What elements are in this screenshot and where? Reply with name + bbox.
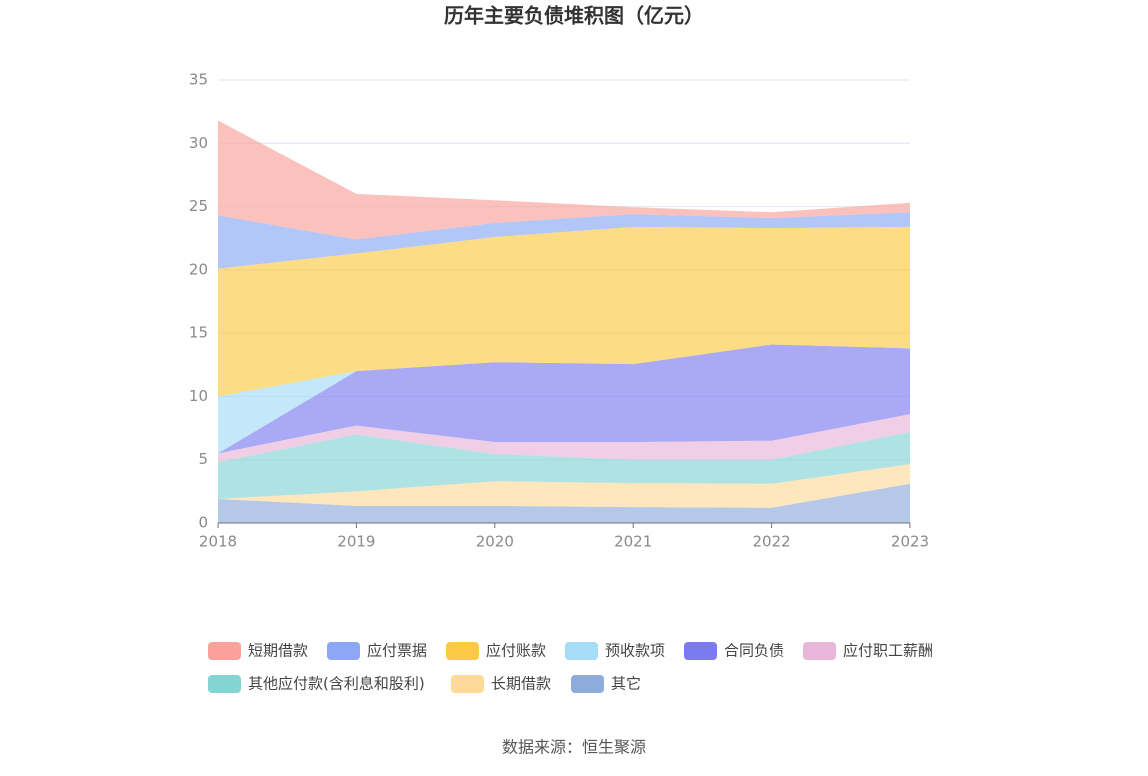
y-tick-label: 25 bbox=[189, 197, 208, 215]
y-tick-label: 15 bbox=[189, 324, 208, 342]
y-tick-label: 0 bbox=[198, 514, 208, 532]
legend-label: 预收款项 bbox=[605, 642, 665, 660]
x-tick-label: 2022 bbox=[753, 533, 791, 551]
legend-label: 应付账款 bbox=[486, 642, 546, 660]
x-tick-label: 2020 bbox=[476, 533, 514, 551]
area bbox=[218, 483, 910, 523]
x-tick-label: 2023 bbox=[891, 533, 929, 551]
legend-label: 应付票据 bbox=[367, 642, 427, 660]
y-tick-label: 10 bbox=[189, 387, 208, 405]
legend-label: 长期借款 bbox=[491, 675, 551, 693]
legend-swatch bbox=[208, 642, 241, 660]
legend-swatch bbox=[451, 675, 484, 693]
x-tick-label: 2018 bbox=[199, 533, 237, 551]
legend-swatch bbox=[565, 642, 598, 660]
area bbox=[218, 464, 910, 508]
area bbox=[218, 226, 910, 397]
legend-swatch bbox=[446, 642, 479, 660]
x-tick-label: 2019 bbox=[337, 533, 375, 551]
legend-swatch bbox=[571, 675, 604, 693]
y-tick-label: 5 bbox=[198, 450, 208, 468]
area bbox=[218, 120, 910, 240]
area bbox=[218, 431, 910, 499]
source-note: 数据来源：恒生聚源 bbox=[502, 738, 646, 757]
area bbox=[218, 344, 910, 454]
legend-label: 合同负债 bbox=[724, 642, 784, 660]
y-tick-label: 20 bbox=[189, 260, 208, 278]
legend-swatch bbox=[327, 642, 360, 660]
legend-label: 其它 bbox=[611, 675, 641, 693]
legend-label: 应付职工薪酬 bbox=[843, 642, 933, 660]
legend-swatch bbox=[208, 675, 241, 693]
legend-label: 其他应付款(含利息和股利) bbox=[248, 675, 425, 693]
chart-title: 历年主要负债堆积图（亿元） bbox=[444, 4, 704, 28]
legend-swatch bbox=[684, 642, 717, 660]
y-tick-label: 30 bbox=[189, 134, 208, 152]
x-tick-label: 2021 bbox=[614, 533, 652, 551]
area bbox=[218, 414, 910, 463]
legend-label: 短期借款 bbox=[248, 642, 308, 660]
y-tick-label: 35 bbox=[189, 71, 208, 89]
area bbox=[218, 212, 910, 269]
legend-swatch bbox=[803, 642, 836, 660]
